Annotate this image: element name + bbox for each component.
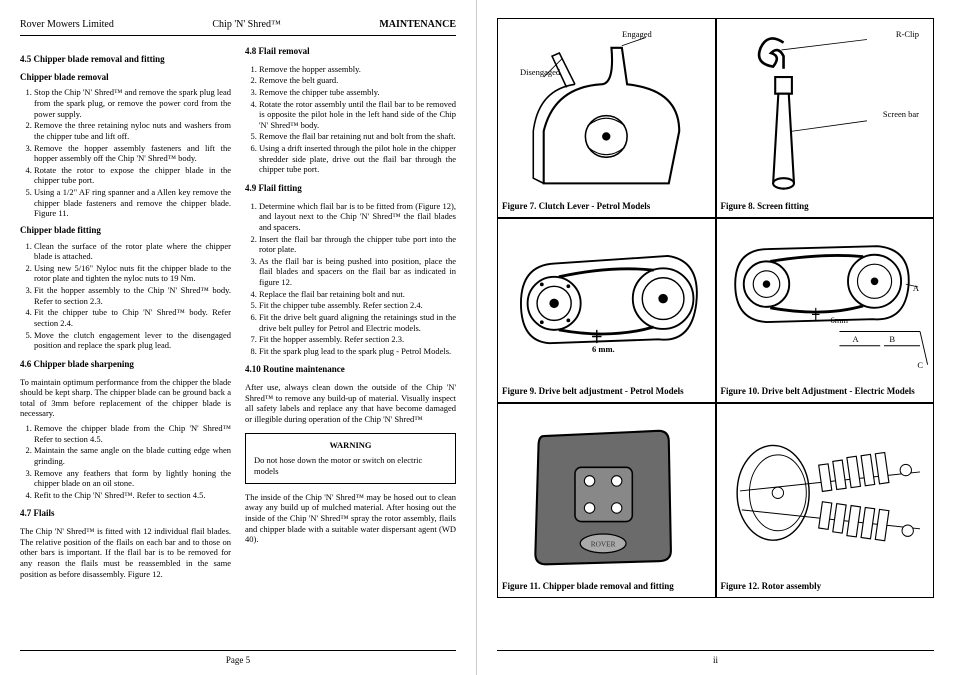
- list-item: Using new 5/16" Nyloc nuts fit the chipp…: [34, 263, 231, 284]
- list-45b: Clean the surface of the rotor plate whe…: [20, 241, 231, 351]
- figure-11-image: ROVER: [502, 408, 711, 578]
- figure-7-image: Engaged Disengaged: [502, 23, 711, 198]
- list-item: Remove the chipper tube assembly.: [259, 87, 456, 98]
- section-4-5-title: 4.5 Chipper blade removal and fitting: [20, 54, 231, 66]
- s47-body: The Chip 'N' Shred™ is fitted with 12 in…: [20, 526, 231, 579]
- warning-title: WARNING: [254, 440, 447, 451]
- left-page: Rover Mowers Limited Chip 'N' Shred™ MAI…: [0, 0, 477, 675]
- list-item: Fit the chipper tube assembly. Refer sec…: [259, 300, 456, 311]
- list-item: Using a drift inserted through the pilot…: [259, 143, 456, 175]
- figure-9: 6 mm. Figure 9. Dr: [497, 218, 716, 403]
- section-4-6-title: 4.6 Chipper blade sharpening: [20, 359, 231, 371]
- fig8-label-rclip: R-Clip: [896, 29, 919, 40]
- chipper-removal-title: Chipper blade removal: [20, 72, 231, 84]
- fig10-label-a1: A: [913, 283, 919, 294]
- list-item: Fit the hopper assembly to the Chip 'N' …: [34, 285, 231, 306]
- figure-7-caption: Figure 7. Clutch Lever - Petrol Models: [502, 198, 711, 213]
- right-page: Engaged Disengaged Figure 7. Clutch Leve…: [477, 0, 954, 675]
- fig10-label-b: B: [889, 334, 895, 345]
- fig7-label-disengaged: Disengaged: [520, 67, 560, 78]
- list-item: Refit to the Chip 'N' Shred™. Refer to s…: [34, 490, 231, 501]
- list-item: Replace the flail bar retaining bolt and…: [259, 289, 456, 300]
- warning-box: WARNING Do not hose down the motor or sw…: [245, 433, 456, 484]
- figure-10-image: 6mm A A B C: [721, 223, 930, 383]
- list-item: Remove the hopper assembly.: [259, 64, 456, 75]
- figure-12-caption: Figure 12. Rotor assembly: [721, 578, 930, 593]
- rotor-assembly-icon: [721, 417, 930, 569]
- list-item: Remove any feathers that form by lightly…: [34, 468, 231, 489]
- list-item: Rotate the rotor to expose the chipper b…: [34, 165, 231, 186]
- list-item: Remove the three retaining nyloc nuts an…: [34, 120, 231, 141]
- list-45a: Stop the Chip 'N' Shred™ and remove the …: [20, 87, 231, 219]
- clutch-lever-icon: [502, 27, 711, 194]
- figure-9-image: 6 mm.: [502, 223, 711, 383]
- list-46: Remove the chipper blade from the Chip '…: [20, 423, 231, 500]
- figure-grid: Engaged Disengaged Figure 7. Clutch Leve…: [497, 18, 934, 613]
- chipper-blade-icon: ROVER: [502, 410, 711, 577]
- header: Rover Mowers Limited Chip 'N' Shred™ MAI…: [20, 18, 456, 36]
- list-item: Remove the chipper blade from the Chip '…: [34, 423, 231, 444]
- header-product: Chip 'N' Shred™: [212, 18, 280, 31]
- section-4-7-title: 4.7 Flails: [20, 508, 231, 520]
- warning-body: Do not hose down the motor or switch on …: [254, 455, 447, 477]
- list-48: Remove the hopper assembly.Remove the be…: [245, 64, 456, 175]
- figure-8: R-Clip Screen bar Figure 8. Screen fitti…: [716, 18, 935, 218]
- list-item: Remove the hopper assembly fasteners and…: [34, 143, 231, 164]
- fig10-label-6mm: 6mm: [831, 315, 848, 326]
- list-item: Fit the chipper tube to Chip 'N' Shred™ …: [34, 307, 231, 328]
- list-item: As the flail bar is being pushed into po…: [259, 256, 456, 288]
- figure-12-image: [721, 408, 930, 578]
- figure-9-caption: Figure 9. Drive belt adjustment - Petrol…: [502, 383, 711, 398]
- fig9-label-6mm: 6 mm.: [592, 344, 615, 355]
- page-spread: Rover Mowers Limited Chip 'N' Shred™ MAI…: [0, 0, 954, 675]
- column-1: 4.5 Chipper blade removal and fitting Ch…: [20, 46, 231, 626]
- list-item: Fit the hopper assembly. Refer section 2…: [259, 334, 456, 345]
- s410-p1: After use, always clean down the outside…: [245, 382, 456, 425]
- svg-text:ROVER: ROVER: [591, 540, 616, 548]
- list-item: Using a 1/2" AF ring spanner and a Allen…: [34, 187, 231, 219]
- left-footer: Page 5: [20, 650, 456, 667]
- list-item: Insert the flail bar through the chipper…: [259, 234, 456, 255]
- section-4-10-title: 4.10 Routine maintenance: [245, 364, 456, 376]
- figure-8-caption: Figure 8. Screen fitting: [721, 198, 930, 213]
- figure-10: 6mm A A B C: [716, 218, 935, 403]
- list-item: Remove the flail bar retaining nut and b…: [259, 131, 456, 142]
- list-item: Clean the surface of the rotor plate whe…: [34, 241, 231, 262]
- list-item: Fit the drive belt guard aligning the re…: [259, 312, 456, 333]
- section-4-8-title: 4.8 Flail removal: [245, 46, 456, 58]
- list-49: Determine which flail bar is to be fitte…: [245, 201, 456, 357]
- list-item: Stop the Chip 'N' Shred™ and remove the …: [34, 87, 231, 119]
- figure-11: ROVER Figure 11. Chipper blade removal a…: [497, 403, 716, 598]
- column-2: 4.8 Flail removal Remove the hopper asse…: [245, 46, 456, 626]
- figure-8-image: R-Clip Screen bar: [721, 23, 930, 198]
- figure-11-caption: Figure 11. Chipper blade removal and fit…: [502, 578, 711, 593]
- list-item: Rotate the rotor assembly until the flai…: [259, 99, 456, 131]
- fig10-label-a2: A: [853, 334, 859, 345]
- right-footer: ii: [497, 650, 934, 667]
- list-item: Determine which flail bar is to be fitte…: [259, 201, 456, 233]
- figure-10-caption: Figure 10. Drive belt Adjustment - Elect…: [721, 383, 930, 398]
- header-section: MAINTENANCE: [379, 18, 456, 31]
- fig8-label-screenbar: Screen bar: [883, 109, 919, 120]
- list-item: Fit the spark plug lead to the spark plu…: [259, 346, 456, 357]
- list-item: Maintain the same angle on the blade cut…: [34, 445, 231, 466]
- s46-intro: To maintain optimum performance from the…: [20, 377, 231, 420]
- fig7-label-engaged: Engaged: [622, 29, 652, 40]
- header-company: Rover Mowers Limited: [20, 18, 114, 31]
- drive-belt-electric-icon: [721, 232, 930, 374]
- list-item: Remove the belt guard.: [259, 75, 456, 86]
- figure-7: Engaged Disengaged Figure 7. Clutch Leve…: [497, 18, 716, 218]
- section-4-9-title: 4.9 Flail fitting: [245, 183, 456, 195]
- figure-12: Figure 12. Rotor assembly: [716, 403, 935, 598]
- list-item: Move the clutch engagement lever to the …: [34, 330, 231, 351]
- chipper-fitting-title: Chipper blade fitting: [20, 225, 231, 237]
- s410-p2: The inside of the Chip 'N' Shred™ may be…: [245, 492, 456, 545]
- text-columns: 4.5 Chipper blade removal and fitting Ch…: [20, 46, 456, 626]
- fig10-label-c: C: [917, 360, 923, 371]
